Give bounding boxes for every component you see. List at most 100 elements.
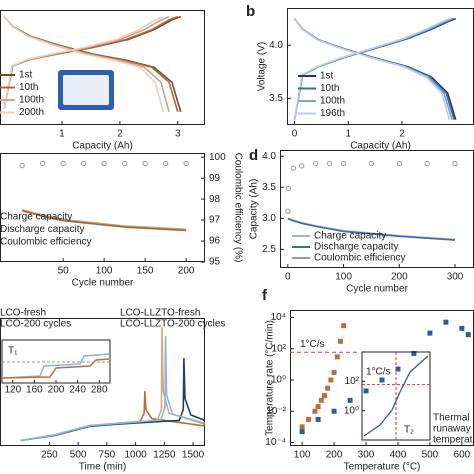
annotation: runaway [433, 424, 471, 435]
point [363, 388, 369, 394]
x-axis-label: Temperature (°C) [344, 462, 421, 473]
point [299, 429, 305, 435]
inset-annotation: T₁ [8, 346, 18, 357]
point [322, 393, 327, 399]
marker [452, 160, 458, 167]
legend-label: Coulombic efficiency [0, 237, 92, 248]
inset-x-tick-label: 120 [4, 385, 21, 396]
legend-label: LCO-200 cycles [0, 319, 71, 330]
point [379, 377, 385, 383]
battery-face [63, 75, 109, 105]
plot-frame [0, 10, 205, 125]
legend-label: LCO-LLZTO-200 cycles [120, 319, 225, 330]
point [312, 408, 318, 414]
point [331, 408, 337, 414]
charge-curve [293, 17, 456, 120]
y-tick-label: 10⁻⁴ [265, 437, 286, 448]
inset-x-tick-label: 200 [48, 385, 65, 396]
y2-tick-label: 97 [209, 215, 221, 226]
point [318, 397, 324, 403]
legend-label: Discharge capacity [0, 224, 84, 235]
marker [19, 162, 25, 169]
point [315, 404, 321, 410]
point [328, 377, 334, 383]
x-tick-label: 1 [59, 129, 65, 140]
point [427, 330, 433, 336]
x-tick-label: 100 [335, 272, 352, 283]
legend-label: Charge capacity [314, 231, 386, 242]
series-line [20, 336, 205, 442]
x-tick-label: 500 [422, 450, 439, 461]
discharge-curve [293, 18, 451, 120]
discharge-curve [293, 18, 453, 120]
marker [142, 160, 148, 167]
y-tick-label: 3.5 [262, 182, 276, 193]
marker [162, 160, 169, 167]
inset-frame [361, 351, 431, 441]
plot-area [19, 160, 189, 232]
legend-label: 10th [320, 83, 339, 94]
y2-tick-label: 100 [209, 152, 226, 163]
x-tick-label: 100 [294, 450, 311, 461]
legend-label: 1st [19, 70, 33, 81]
inset-annotation: 1°C/s [366, 367, 391, 378]
x-tick-label: 300 [447, 272, 464, 283]
y-tick-label: 3.5 [269, 93, 283, 104]
x-axis-label: Cycle number [72, 278, 134, 289]
point [325, 385, 331, 391]
x-tick-label: 200 [178, 266, 195, 277]
point [395, 366, 401, 372]
series-line [20, 358, 205, 442]
x-tick-label: 150 [137, 266, 154, 277]
legend-label: Coulombic efficiency [314, 253, 406, 264]
x-axis-label: Time (min) [79, 462, 126, 473]
inset-x-tick-label: 160 [26, 385, 43, 396]
plot-frame [0, 318, 205, 446]
x-tick-label: 0 [292, 129, 298, 140]
x-tick-label: 1000 [124, 450, 147, 461]
y2-tick-label: 98 [209, 194, 221, 205]
y-axis-label: Capacity (Ah) [249, 179, 260, 240]
x-tick-label: 400 [390, 450, 407, 461]
y-axis-label: Voltage (V) [257, 42, 268, 91]
y-tick-label: 10⁰ [271, 375, 286, 386]
point [347, 397, 353, 403]
charge-curve [293, 17, 453, 120]
annotation: temperature [433, 435, 474, 446]
series-line [21, 208, 187, 231]
x-tick-label: 1250 [153, 450, 176, 461]
x-axis-label: Capacity (Ah) [72, 141, 133, 152]
x-tick-label: 200 [391, 272, 408, 283]
marker [121, 160, 128, 167]
plot-area [3, 15, 182, 113]
marker [80, 160, 87, 167]
x-tick-label: 1 [345, 129, 351, 140]
x-tick-label: 0 [285, 272, 291, 283]
legend-label: LCO-fresh [0, 308, 46, 319]
inset-y-tick-label: 10⁰ [344, 405, 359, 416]
point [411, 350, 417, 356]
x-tick-label: 50 [58, 266, 70, 277]
point [459, 325, 465, 331]
y-tick-label: 3.0 [262, 213, 276, 224]
plot-frame [0, 153, 205, 262]
y2-axis-label: Coulombic efficiency (%) [232, 153, 243, 263]
plot-area [20, 327, 205, 442]
x-axis-label: Cycle number [346, 284, 408, 295]
x-tick-label: 100 [96, 266, 113, 277]
y2-tick-label: 99 [209, 173, 221, 184]
legend-label: 196th [320, 108, 345, 119]
marker [299, 163, 305, 169]
marker [326, 160, 333, 167]
annotation: Thermal [433, 413, 470, 424]
marker [396, 160, 402, 167]
plot-area [299, 319, 471, 435]
x-tick-label: 750 [99, 450, 116, 461]
series-line [287, 218, 456, 241]
point [331, 370, 337, 376]
y-tick-label: 10² [272, 343, 287, 354]
marker [60, 160, 66, 167]
x-tick-label: 300 [358, 450, 375, 461]
point [306, 416, 312, 422]
